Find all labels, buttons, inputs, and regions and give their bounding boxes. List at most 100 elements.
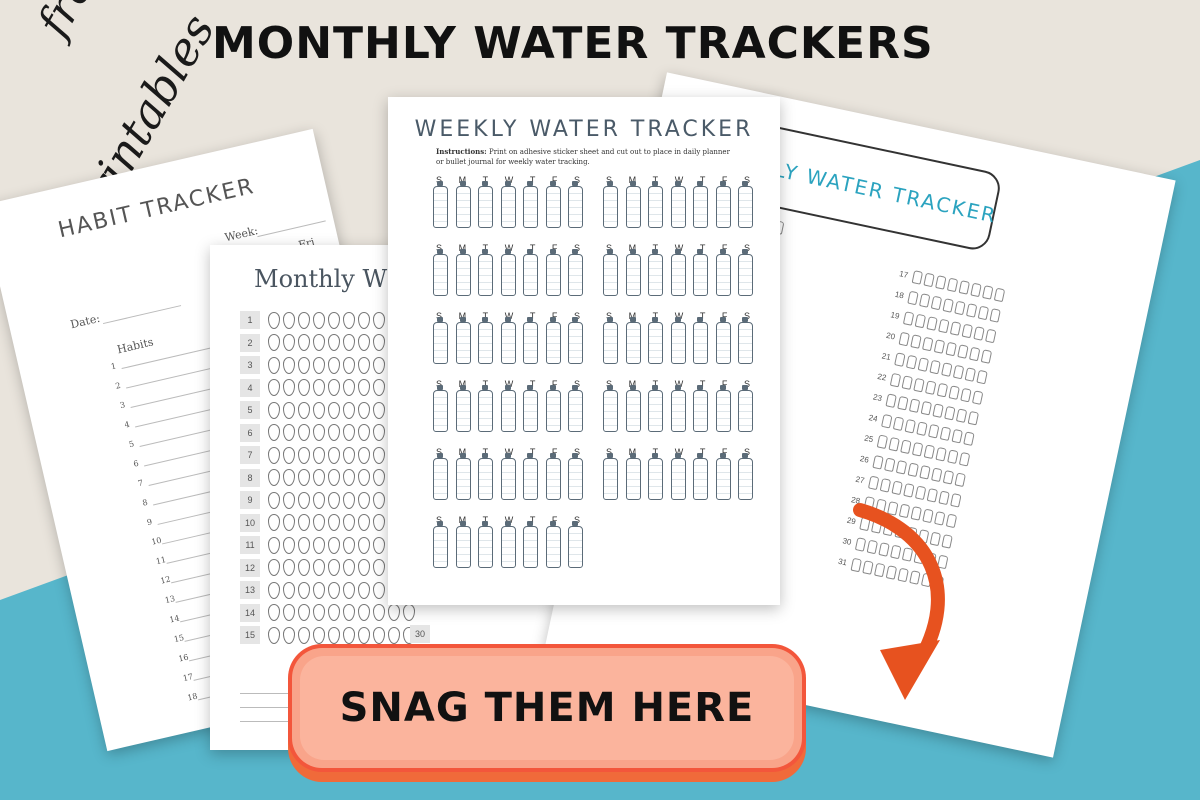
water-drop-icon[interactable]	[313, 379, 325, 396]
bottle-cell-icon[interactable]	[904, 418, 917, 434]
water-bottle-icon[interactable]	[568, 385, 583, 432]
bottle-cell-icon[interactable]	[942, 297, 955, 313]
water-bottle-icon[interactable]	[625, 181, 641, 228]
water-drop-icon[interactable]	[343, 446, 355, 464]
water-drop-icon[interactable]	[388, 604, 400, 621]
bottle-cell-icon[interactable]	[935, 446, 947, 462]
water-drop-icon[interactable]	[283, 311, 295, 329]
water-drop-icon[interactable]	[358, 379, 370, 396]
water-drop-icon[interactable]	[268, 514, 280, 531]
bottle-cell-icon[interactable]	[969, 346, 981, 361]
water-drop-icon[interactable]	[343, 491, 355, 509]
water-drop-icon[interactable]	[268, 401, 280, 419]
water-bottle-icon[interactable]	[455, 385, 471, 432]
water-bottle-icon[interactable]	[545, 521, 561, 568]
bottle-cell-icon[interactable]	[942, 469, 955, 485]
water-bottle-icon[interactable]	[433, 249, 448, 296]
bottle-cell-icon[interactable]	[933, 338, 946, 354]
water-bottle-icon[interactable]	[625, 453, 641, 500]
bottle-cell-icon[interactable]	[913, 377, 925, 392]
water-drop-icon[interactable]	[358, 604, 370, 621]
bottle-cell-icon[interactable]	[889, 372, 902, 387]
water-bottle-icon[interactable]	[568, 181, 583, 228]
water-bottle-icon[interactable]	[455, 317, 471, 364]
bottle-cell-icon[interactable]	[916, 420, 928, 436]
water-drop-icon[interactable]	[313, 334, 325, 351]
bottle-cell-icon[interactable]	[911, 441, 924, 457]
water-bottle-icon[interactable]	[738, 181, 753, 228]
water-drop-icon[interactable]	[313, 356, 325, 374]
water-drop-icon[interactable]	[268, 559, 280, 576]
water-bottle-icon[interactable]	[455, 249, 471, 296]
bottle-cell-icon[interactable]	[931, 466, 943, 482]
bottle-cell-icon[interactable]	[914, 485, 927, 500]
water-drop-icon[interactable]	[298, 424, 310, 441]
bottle-cell-icon[interactable]	[919, 464, 931, 480]
water-bottle-icon[interactable]	[523, 181, 538, 228]
water-bottle-icon[interactable]	[523, 453, 538, 500]
water-drop-icon[interactable]	[328, 536, 340, 554]
water-drop-icon[interactable]	[298, 379, 310, 396]
water-bottle-icon[interactable]	[715, 181, 731, 228]
water-bottle-icon[interactable]	[545, 181, 561, 228]
bottle-cell-icon[interactable]	[944, 405, 956, 420]
water-drop-icon[interactable]	[358, 514, 370, 531]
water-bottle-icon[interactable]	[625, 385, 641, 432]
water-bottle-icon[interactable]	[478, 521, 493, 568]
bottle-cell-icon[interactable]	[907, 290, 919, 305]
water-drop-icon[interactable]	[343, 401, 355, 419]
bottle-cell-icon[interactable]	[947, 448, 959, 464]
bottle-cell-icon[interactable]	[980, 348, 993, 364]
water-drop-icon[interactable]	[328, 446, 340, 464]
water-bottle-icon[interactable]	[738, 317, 753, 364]
bottle-cell-icon[interactable]	[985, 328, 997, 343]
water-drop-icon[interactable]	[268, 334, 280, 351]
water-bottle-icon[interactable]	[523, 317, 538, 364]
water-drop-icon[interactable]	[298, 626, 310, 644]
bottle-cell-icon[interactable]	[939, 425, 952, 441]
water-drop-icon[interactable]	[298, 446, 310, 464]
water-drop-icon[interactable]	[328, 424, 340, 441]
bottle-cell-icon[interactable]	[888, 436, 901, 452]
bottle-cell-icon[interactable]	[917, 356, 930, 372]
water-bottle-icon[interactable]	[603, 453, 618, 500]
water-bottle-icon[interactable]	[625, 249, 641, 296]
bottle-cell-icon[interactable]	[972, 389, 984, 405]
water-drop-icon[interactable]	[328, 514, 340, 531]
water-drop-icon[interactable]	[328, 334, 340, 351]
water-drop-icon[interactable]	[283, 379, 295, 396]
snag-them-here-button[interactable]: SNAG THEM HERE	[292, 648, 802, 768]
water-bottle-icon[interactable]	[545, 317, 561, 364]
water-drop-icon[interactable]	[343, 536, 355, 554]
water-drop-icon[interactable]	[373, 311, 385, 329]
water-drop-icon[interactable]	[268, 424, 280, 441]
water-drop-icon[interactable]	[268, 604, 280, 621]
bottle-cell-icon[interactable]	[958, 279, 971, 295]
bottle-cell-icon[interactable]	[954, 471, 967, 487]
water-drop-icon[interactable]	[373, 559, 385, 576]
bottle-cell-icon[interactable]	[993, 287, 1006, 302]
bottle-cell-icon[interactable]	[905, 354, 918, 369]
water-drop-icon[interactable]	[298, 536, 310, 554]
water-drop-icon[interactable]	[268, 581, 280, 599]
bottle-cell-icon[interactable]	[930, 295, 943, 310]
bottle-cell-icon[interactable]	[881, 413, 893, 429]
bottle-cell-icon[interactable]	[949, 320, 962, 336]
water-bottle-icon[interactable]	[738, 249, 753, 296]
water-bottle-icon[interactable]	[648, 385, 663, 432]
bottle-cell-icon[interactable]	[938, 318, 950, 333]
water-drop-icon[interactable]	[328, 626, 340, 644]
bottle-cell-icon[interactable]	[898, 331, 911, 346]
water-drop-icon[interactable]	[343, 334, 355, 351]
water-drop-icon[interactable]	[268, 311, 280, 329]
water-drop-icon[interactable]	[373, 446, 385, 464]
bottle-cell-icon[interactable]	[922, 336, 934, 351]
water-drop-icon[interactable]	[343, 379, 355, 396]
water-drop-icon[interactable]	[343, 469, 355, 486]
water-drop-icon[interactable]	[373, 424, 385, 441]
bottle-cell-icon[interactable]	[892, 415, 905, 431]
water-bottle-icon[interactable]	[603, 249, 618, 296]
water-bottle-icon[interactable]	[693, 385, 708, 432]
bottle-cell-icon[interactable]	[954, 300, 966, 315]
water-bottle-icon[interactable]	[568, 453, 583, 500]
